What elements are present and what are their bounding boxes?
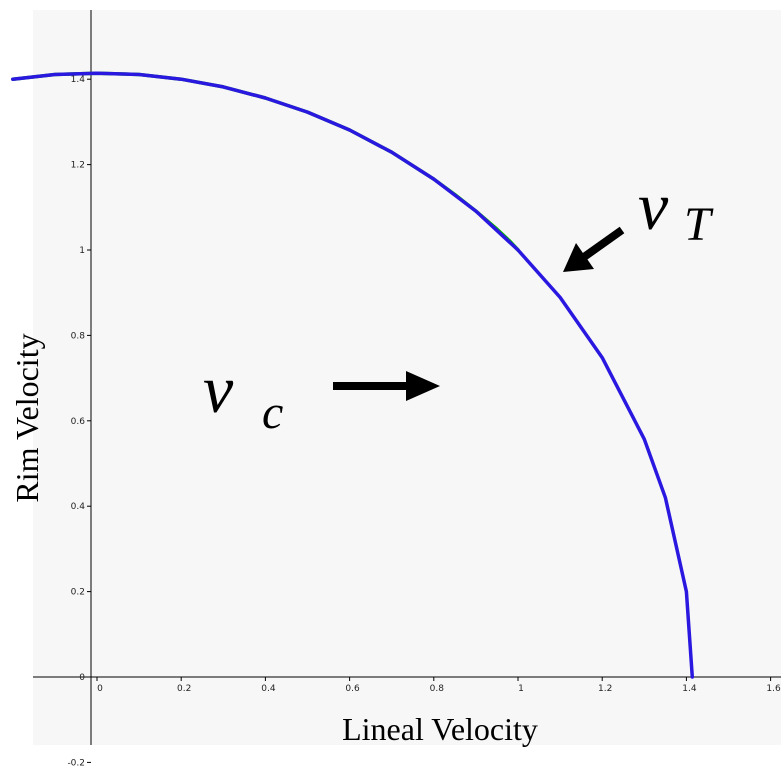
annotation-vc: v c: [203, 351, 440, 439]
y-tick-label: 0.4: [71, 502, 86, 512]
x-tick-label: 1.6: [766, 684, 781, 694]
annotation-vt-symbol: v: [638, 168, 669, 244]
x-tick-label: 0.4: [261, 684, 276, 694]
annotation-vt-arrow: [563, 226, 625, 272]
x-tick-label: 0.2: [177, 684, 191, 694]
annotation-vt-subscript: T: [684, 198, 714, 251]
x-tick-label: 1: [518, 684, 524, 694]
series-line-blue: [11, 71, 695, 679]
y-tick-label: 0.2: [71, 588, 85, 598]
y-tick-label: 1.4: [71, 75, 86, 85]
y-axis-title: Rim Velocity: [9, 333, 45, 502]
y-tick-label: 1: [79, 246, 85, 256]
axes: [33, 10, 781, 745]
y-tick-label: 0.8: [71, 331, 86, 341]
x-tick-label: 1.2: [598, 684, 612, 694]
annotation-vc-arrow: [333, 371, 440, 401]
annotation-vc-subscript: c: [262, 386, 283, 439]
annotation-vc-symbol: v: [203, 351, 234, 427]
x-axis-title: Lineal Velocity: [342, 711, 538, 747]
x-tick-label: 0: [97, 684, 103, 694]
tick-labels: 0 0.2 0.4 0.6 0.8 1 1.2 1.4 1.6 -0.2 0 0.2 0.4 0.6 0.8…: [67, 75, 781, 768]
y-tick-label: 1.2: [71, 161, 85, 171]
y-tick-label: -0.2: [67, 758, 85, 768]
y-tick-label: 0: [79, 673, 85, 683]
series-layer: [11, 71, 695, 679]
tick-marks: [87, 78, 772, 763]
annotation-vt: v T: [563, 168, 714, 272]
x-tick-label: 1.4: [682, 684, 697, 694]
x-tick-label: 0.6: [345, 684, 360, 694]
x-tick-label: 0.8: [430, 684, 445, 694]
y-tick-label: 0.6: [71, 417, 86, 427]
